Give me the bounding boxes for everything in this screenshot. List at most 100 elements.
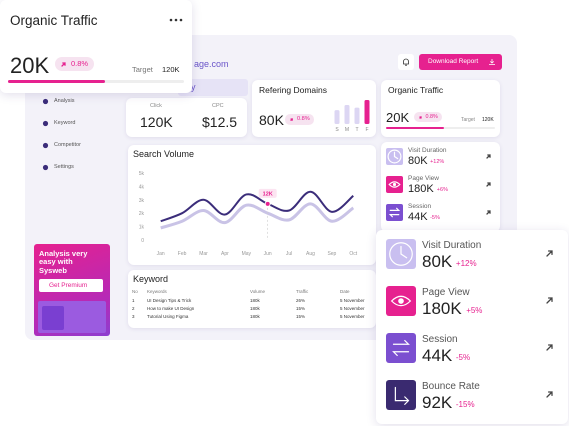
metric-value: 180K: [422, 299, 462, 318]
promo-button[interactable]: Get Premium: [39, 279, 103, 292]
x-tick-label: F: [365, 127, 368, 133]
progress-fill: [8, 80, 105, 83]
metric-list-card: Visit Duration 80K +12% Page View 180K +6% Ses…: [381, 142, 500, 232]
y-tick-label: 4k: [139, 184, 145, 190]
open-icon: [546, 297, 553, 304]
change-badge: 0.8%: [414, 112, 443, 123]
metric-label: Page View: [422, 287, 470, 298]
bar: [364, 100, 370, 124]
x-tick-label: Oct: [349, 251, 357, 257]
x-tick-label: Jun: [264, 251, 272, 257]
open-icon: [486, 154, 491, 159]
metric-label: Session: [408, 203, 432, 210]
table-cell: How to make UI Design: [147, 306, 195, 311]
line-series: [160, 202, 355, 230]
table-cell: 5 November: [340, 306, 365, 311]
promo-text: Analysis very easy with Sysweb: [39, 249, 88, 275]
stat-value: 120K: [140, 114, 173, 130]
stat-label: CPC: [212, 103, 224, 109]
table-header: Traffic: [296, 289, 309, 294]
x-tick-label: M: [345, 127, 349, 133]
metric-change: -5%: [455, 353, 471, 362]
trend-icon: [418, 115, 422, 119]
url-text: age.com: [194, 59, 229, 69]
table-cell: Tutorial Using Figma: [147, 314, 189, 319]
table-cell: 26%: [296, 298, 306, 303]
metric-icon: [386, 204, 403, 221]
target-label: Target: [461, 117, 475, 123]
hero-title: Organic Traffic: [10, 13, 98, 28]
y-tick-label: 0: [141, 238, 144, 244]
metrics-card: Visit Duration 80K +12% Page View 180K +5% Ses…: [376, 230, 568, 424]
stat-value: $12.5: [202, 114, 238, 130]
sidebar-icon: [42, 98, 49, 105]
target-label: Target: [132, 65, 153, 74]
metric-change: -5%: [430, 215, 440, 221]
chart-title: Search Volume: [133, 149, 195, 159]
hero-value: 20K: [10, 53, 50, 78]
sidebar-icon: [42, 120, 49, 127]
open-icon: [546, 250, 553, 257]
bell-icon: [403, 58, 409, 66]
metric-icon: [386, 176, 403, 193]
download-button[interactable]: Download Report: [419, 54, 502, 70]
sidebar-item[interactable]: Competitor: [54, 142, 81, 148]
open-icon: [546, 344, 553, 351]
bell-button: [398, 54, 414, 70]
table-header: Volume: [250, 289, 266, 294]
table-header: No: [132, 289, 138, 294]
metric-icon: [386, 380, 416, 410]
table-cell: 1: [132, 298, 135, 303]
change-text: 0.8%: [425, 114, 438, 120]
y-tick-label: 1k: [139, 225, 145, 231]
change-badge: 0.8%: [285, 114, 315, 125]
metric-value: 92K: [422, 393, 453, 412]
annotation-marker: [264, 200, 271, 207]
sidebar-item[interactable]: Keyword: [54, 120, 76, 126]
x-tick-label: Jul: [286, 251, 292, 257]
promo-illustration-screen: [42, 306, 64, 330]
organic-value: 20K: [386, 110, 410, 125]
y-tick-label: 3k: [139, 198, 145, 204]
x-tick-label: Jan: [157, 251, 165, 257]
table-cell: 5 November: [340, 298, 365, 303]
y-tick-label: 2k: [139, 211, 145, 217]
metric-icon: [386, 333, 416, 363]
metric-value: 80K: [422, 252, 453, 271]
metric-change: -15%: [455, 400, 475, 409]
metric-label: Visit Duration: [422, 240, 482, 251]
metric-label: Bounce Rate: [422, 381, 480, 392]
keyword-card: Keyword No Keywords Volume Traffic Date 1 UI De…: [128, 270, 376, 328]
metric-change: +12%: [430, 159, 445, 165]
organic-card: Organic Traffic 20K 0.8% Target 120K: [381, 80, 500, 137]
x-tick-label: S: [335, 127, 339, 133]
sidebar-item[interactable]: Settings: [54, 164, 74, 170]
trend-icon: [290, 117, 293, 121]
x-tick-label: Sep: [327, 251, 336, 257]
referring-value: 80K: [259, 112, 284, 128]
metric-icon: [386, 148, 403, 165]
metric-change: +6%: [436, 187, 448, 193]
table-cell: 3: [132, 314, 135, 319]
metric-label: Page View: [408, 175, 439, 182]
bar: [344, 105, 350, 124]
table-cell: 180k: [250, 306, 260, 311]
target-value: 120K: [482, 117, 494, 123]
x-tick-label: Feb: [178, 251, 187, 257]
x-tick-label: T: [355, 127, 358, 133]
metric-value: 44K: [408, 211, 428, 223]
metric-label: Visit Duration: [408, 147, 447, 154]
menu-icon: [169, 18, 183, 22]
metric-value: 80K: [408, 155, 428, 167]
trend-icon: [61, 61, 66, 67]
bar: [334, 110, 340, 124]
target-value: 120K: [162, 65, 180, 74]
table-header: Keywords: [147, 289, 167, 294]
referring-title: Refering Domains: [259, 85, 328, 95]
x-tick-label: Aug: [306, 251, 315, 257]
metric-icon: [386, 239, 416, 269]
sidebar-icon: [42, 142, 49, 149]
sidebar-item[interactable]: Analysis: [54, 98, 75, 104]
metric-label: Session: [422, 334, 458, 345]
